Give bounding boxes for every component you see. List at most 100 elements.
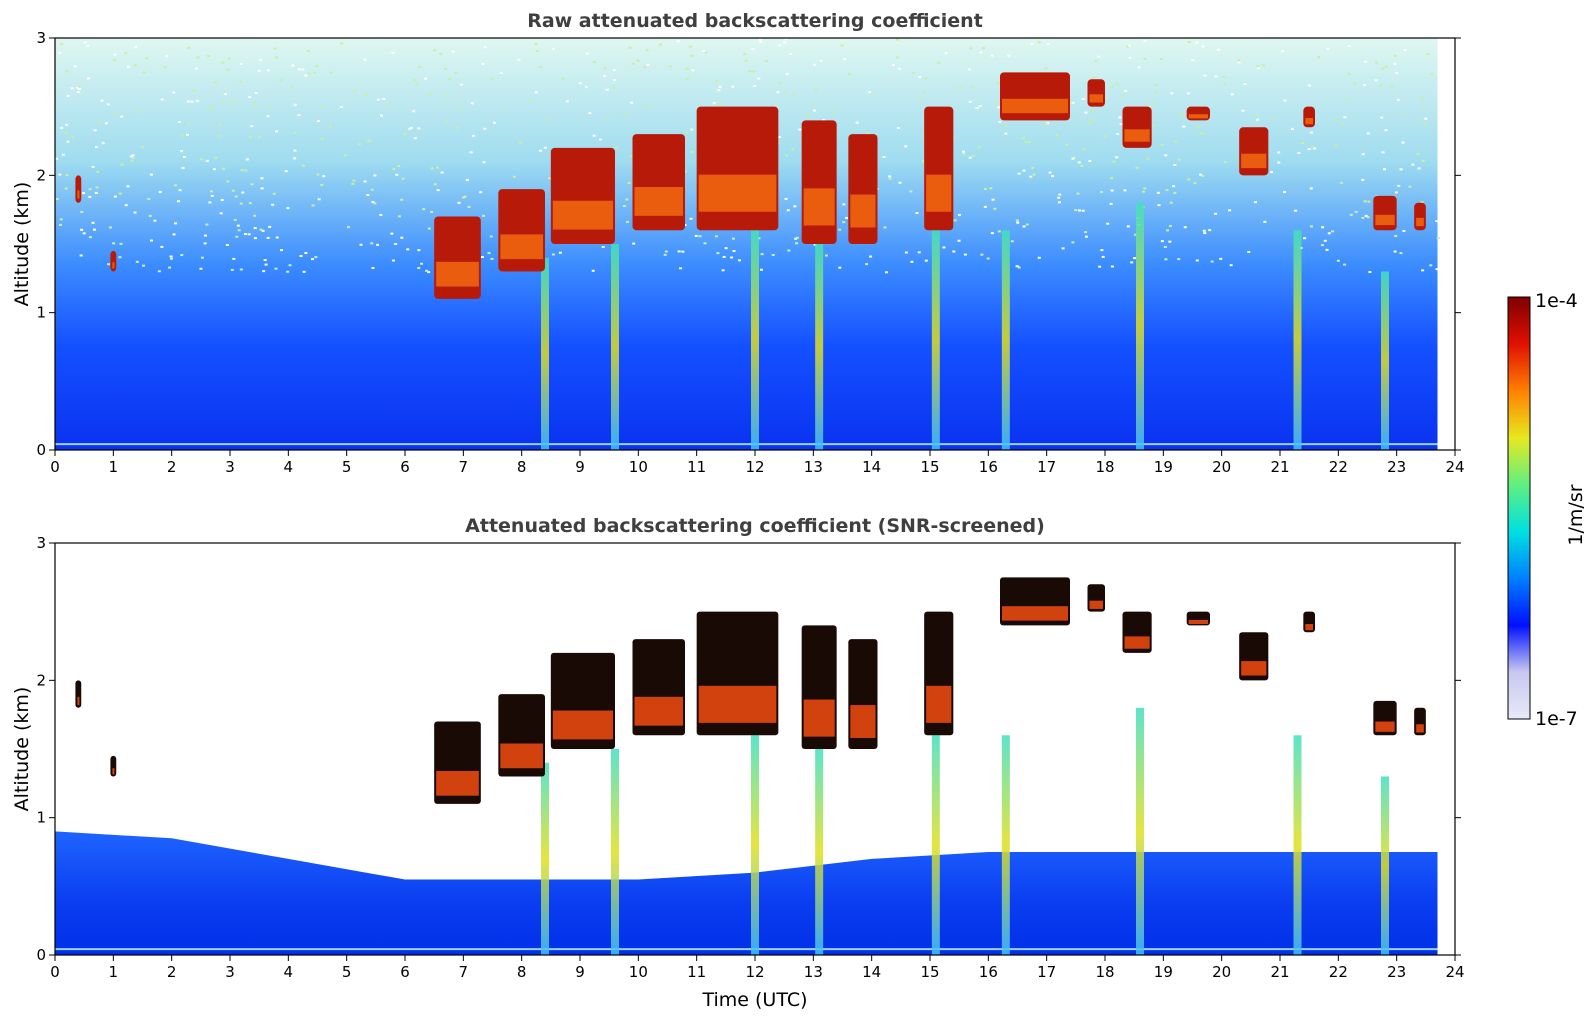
- noise-speck: [190, 100, 194, 103]
- x-tick-label: 11: [687, 963, 706, 981]
- raw-cloud-layers: [75, 72, 1426, 299]
- noise-speck: [628, 46, 632, 49]
- noise-speck: [1396, 98, 1400, 101]
- noise-speck: [433, 49, 437, 52]
- precip-streak: [611, 749, 619, 955]
- noise-speck: [732, 249, 736, 252]
- noise-speck: [284, 170, 288, 173]
- noise-speck: [417, 249, 421, 252]
- noise-speck: [413, 79, 417, 82]
- noise-speck: [379, 213, 383, 216]
- cloud-layer-edge: [552, 200, 613, 230]
- noise-speck: [1290, 127, 1294, 130]
- noise-speck: [64, 187, 68, 190]
- noise-speck: [664, 250, 668, 253]
- noise-speck: [777, 136, 781, 139]
- noise-speck: [142, 71, 146, 74]
- noise-speck: [1270, 117, 1274, 120]
- noise-speck: [293, 103, 297, 106]
- noise-speck: [118, 192, 122, 195]
- noise-speck: [1303, 237, 1307, 240]
- noise-speck: [392, 167, 396, 170]
- noise-speck: [764, 60, 768, 63]
- noise-speck: [1133, 257, 1137, 260]
- noise-speck: [1017, 266, 1021, 269]
- noise-speck: [778, 82, 782, 85]
- noise-speck: [1164, 258, 1168, 261]
- noise-speck: [1237, 61, 1241, 64]
- cloud-layer: [75, 175, 82, 203]
- noise-speck: [371, 266, 375, 269]
- noise-speck: [293, 131, 297, 134]
- noise-speck: [1197, 126, 1201, 129]
- noise-speck: [430, 167, 434, 170]
- noise-speck: [1202, 229, 1206, 232]
- noise-speck: [1345, 99, 1349, 102]
- noise-speck: [598, 138, 602, 141]
- noise-speck: [1015, 219, 1019, 222]
- noise-speck: [718, 85, 722, 88]
- noise-speck: [1309, 131, 1313, 134]
- noise-speck: [96, 170, 100, 173]
- noise-speck: [1393, 250, 1397, 253]
- noise-speck: [58, 173, 62, 176]
- noise-speck: [758, 38, 762, 41]
- noise-speck: [317, 198, 321, 201]
- noise-speck: [753, 85, 757, 88]
- noise-speck: [1361, 178, 1365, 181]
- cloud-layer-edge: [1002, 98, 1068, 114]
- noise-speck: [545, 117, 549, 120]
- noise-speck: [1228, 209, 1232, 212]
- noise-speck: [149, 173, 153, 176]
- noise-speck: [359, 243, 363, 246]
- noise-speck: [194, 67, 198, 70]
- noise-speck: [220, 198, 224, 201]
- noise-speck: [775, 104, 779, 107]
- noise-speck: [406, 248, 410, 251]
- noise-speck: [1017, 172, 1021, 175]
- noise-speck: [253, 237, 257, 240]
- noise-speck: [923, 77, 927, 80]
- noise-speck: [883, 226, 887, 229]
- noise-speck: [1126, 45, 1130, 48]
- cloud-layer-edge: [926, 174, 952, 212]
- noise-speck: [391, 51, 395, 54]
- noise-speck: [314, 256, 318, 259]
- noise-speck: [865, 263, 869, 266]
- noise-speck: [304, 252, 308, 255]
- noise-speck: [1208, 229, 1212, 232]
- noise-speck: [676, 40, 680, 43]
- cloud-layer: [1000, 72, 1070, 121]
- noise-speck: [1088, 121, 1092, 124]
- noise-speck: [1099, 190, 1103, 193]
- noise-speck: [1168, 240, 1172, 243]
- noise-speck: [172, 233, 176, 236]
- noise-speck: [88, 195, 92, 198]
- noise-speck: [1384, 129, 1388, 132]
- noise-speck: [205, 223, 209, 226]
- cloud-layer-edge: [634, 696, 683, 726]
- noise-speck: [1168, 225, 1172, 228]
- cloud-layer-edge: [436, 770, 479, 796]
- noise-speck: [911, 72, 915, 75]
- noise-speck: [538, 65, 542, 68]
- noise-speck: [70, 87, 74, 90]
- noise-speck: [679, 267, 683, 270]
- noise-speck: [430, 210, 434, 213]
- noise-speck: [1382, 168, 1386, 171]
- noise-speck: [1098, 265, 1102, 268]
- noise-speck: [153, 219, 157, 222]
- noise-speck: [944, 52, 948, 55]
- noise-speck: [363, 180, 367, 183]
- panel2-title: Attenuated backscattering coefficient (S…: [465, 515, 1045, 537]
- noise-speck: [1230, 93, 1234, 96]
- noise-speck: [1283, 99, 1287, 102]
- noise-speck: [591, 269, 595, 272]
- noise-speck: [163, 66, 167, 69]
- noise-speck: [1210, 260, 1214, 263]
- noise-speck: [214, 157, 218, 160]
- noise-speck: [1195, 41, 1199, 44]
- noise-speck: [370, 242, 374, 245]
- noise-speck: [78, 87, 82, 90]
